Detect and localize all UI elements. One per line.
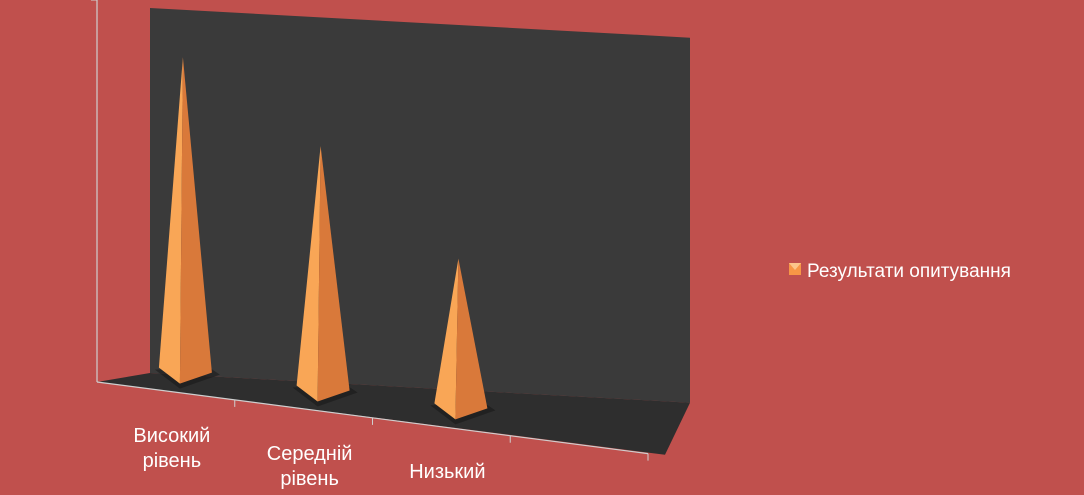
legend: Результати опитування bbox=[789, 261, 1011, 282]
y-tick-label: 35% bbox=[48, 0, 88, 5]
pyramid-left-face bbox=[434, 258, 459, 420]
pyramid-right-face bbox=[455, 258, 488, 420]
floor bbox=[97, 373, 690, 455]
x-category-label-line: Низький bbox=[409, 461, 485, 483]
y-tick-label: 45% bbox=[48, 0, 88, 5]
x-category-label-line: Високий bbox=[133, 425, 210, 447]
y-tick-label: 5% bbox=[59, 0, 88, 5]
back-wall bbox=[150, 8, 690, 403]
legend-swatch-highlight bbox=[789, 263, 801, 270]
y-tick-label: 30% bbox=[48, 0, 88, 5]
y-tick-label: 20% bbox=[48, 0, 88, 5]
y-tick-label: 0% bbox=[59, 0, 88, 5]
y-tick-label: 15% bbox=[48, 0, 88, 5]
pyramid-right-face bbox=[317, 146, 350, 402]
x-category-label: Низький bbox=[409, 461, 485, 483]
x-category-label-line: Середній bbox=[267, 443, 353, 465]
y-tick-label: 25% bbox=[48, 0, 88, 5]
legend-label: Результати опитування bbox=[807, 261, 1011, 282]
x-category-label-line: рівень bbox=[280, 468, 339, 490]
x-category-label: Високий рівень bbox=[133, 425, 210, 472]
x-category-label: Середній рівень bbox=[267, 443, 353, 490]
y-tick-label: 10% bbox=[48, 0, 88, 5]
x-axis-categories: Високий рівень Середній рівень Низький bbox=[133, 399, 649, 490]
y-axis-ticks: 0%5%10%15%20%25%30%35%40%45% bbox=[48, 0, 97, 5]
data-marks bbox=[154, 57, 496, 425]
y-tick-label: 40% bbox=[48, 0, 88, 5]
plot-walls bbox=[97, 8, 690, 455]
pyramid-left-face bbox=[158, 57, 183, 384]
pyramid-left-face bbox=[296, 146, 321, 402]
pyramid-right-face bbox=[179, 57, 212, 384]
x-category-label-line: рівень bbox=[143, 450, 202, 472]
